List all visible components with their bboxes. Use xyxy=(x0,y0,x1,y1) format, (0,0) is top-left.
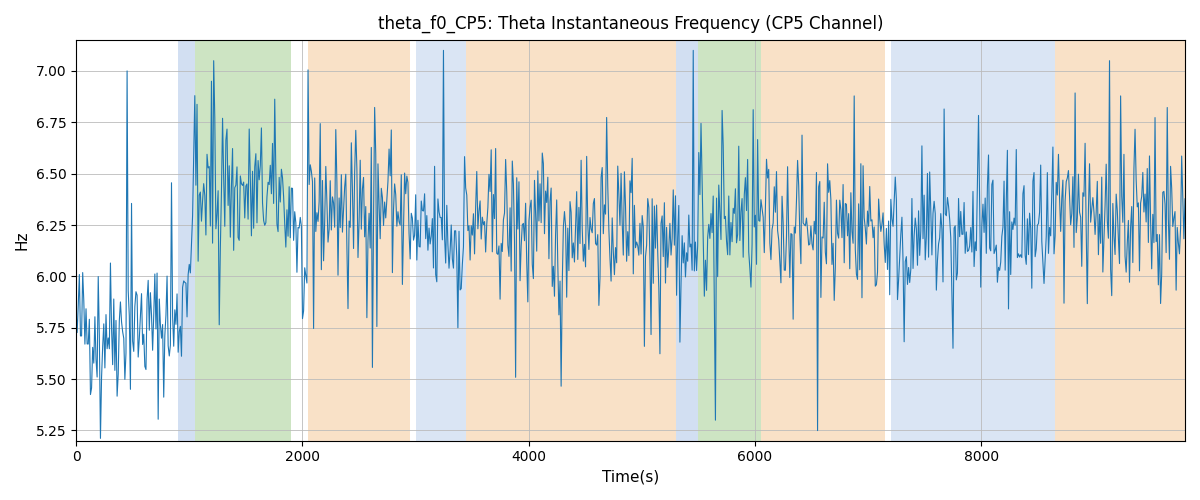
Bar xyxy=(761,40,886,440)
Bar xyxy=(890,40,1055,440)
Bar xyxy=(415,40,467,440)
Bar xyxy=(178,40,194,440)
Bar xyxy=(467,40,676,440)
X-axis label: Time(s): Time(s) xyxy=(602,470,659,485)
Title: theta_f0_CP5: Theta Instantaneous Frequency (CP5 Channel): theta_f0_CP5: Theta Instantaneous Freque… xyxy=(378,15,883,34)
Bar xyxy=(194,40,292,440)
Bar xyxy=(308,40,410,440)
Bar xyxy=(1055,40,1184,440)
Bar xyxy=(676,40,698,440)
Bar xyxy=(698,40,761,440)
Y-axis label: Hz: Hz xyxy=(14,230,30,250)
